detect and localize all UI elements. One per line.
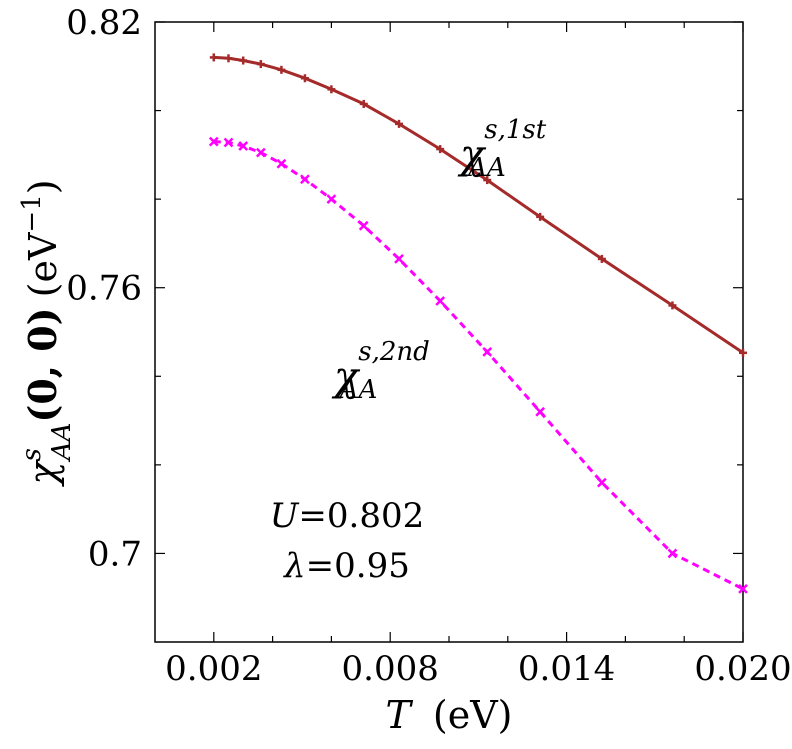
series-label-1st: χs,1st AA xyxy=(457,115,547,183)
x-axis-label: T (eV) xyxy=(385,693,512,737)
y-tick-label: 0.76 xyxy=(66,269,142,309)
data-point xyxy=(208,136,219,147)
data-point xyxy=(435,296,446,306)
data-point xyxy=(535,406,546,417)
data-point xyxy=(300,174,310,185)
data-point xyxy=(358,220,369,231)
series-line-2 xyxy=(213,140,744,591)
data-point xyxy=(224,54,233,63)
x-tick-label: 0.008 xyxy=(342,649,439,689)
data-point xyxy=(596,477,607,488)
data-point xyxy=(739,348,747,357)
x-tick-label: 0.002 xyxy=(165,649,262,689)
data-point xyxy=(597,254,606,263)
plot-frame xyxy=(154,21,744,643)
x-tick-labels: 0.002 0.008 0.014 0.020 xyxy=(165,649,792,689)
data-point xyxy=(277,65,286,74)
y-tick-label: 0.82 xyxy=(66,3,142,43)
y-tick-label: 0.7 xyxy=(88,534,142,574)
x-tick-label: 0.014 xyxy=(518,649,615,689)
data-point xyxy=(300,74,309,83)
data-point xyxy=(276,158,287,169)
data-point xyxy=(436,145,445,154)
data-point xyxy=(359,99,368,108)
data-point xyxy=(482,347,493,357)
data-point xyxy=(327,85,336,94)
svg-text:χsAA(0, 0)(eV−1): χsAA(0, 0)(eV−1) xyxy=(17,179,77,487)
annotation-lambda-value: λ=0.95 xyxy=(282,546,410,586)
series-layer xyxy=(208,53,748,594)
axis-ticks xyxy=(155,21,744,642)
data-point xyxy=(239,56,248,65)
data-point xyxy=(255,147,266,158)
y-tick-labels: 0.7 0.76 0.82 xyxy=(66,3,142,574)
x-tick-label: 0.020 xyxy=(694,649,791,689)
data-point xyxy=(667,548,678,559)
data-point xyxy=(395,119,404,128)
data-point xyxy=(209,53,218,62)
data-point xyxy=(256,60,265,69)
data-point xyxy=(394,254,404,264)
data-point xyxy=(668,301,677,310)
y-axis-label: χsAA(0, 0)(eV−1) xyxy=(17,179,77,487)
data-point xyxy=(326,194,337,205)
data-point xyxy=(223,137,234,148)
series-label-2nd: χs,2nd AA xyxy=(331,337,430,405)
data-point xyxy=(536,212,545,221)
data-point xyxy=(483,176,492,185)
annotation-u-value: U=0.802 xyxy=(270,496,424,536)
data-point xyxy=(238,141,249,151)
data-point xyxy=(738,583,748,594)
